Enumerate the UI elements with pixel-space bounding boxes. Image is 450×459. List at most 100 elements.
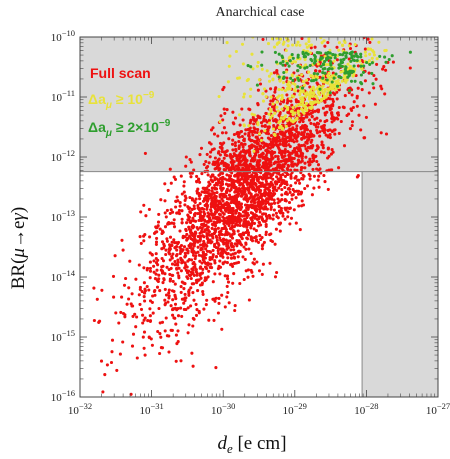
- data-point-full-scan: [256, 137, 260, 141]
- data-point-full-scan: [230, 183, 234, 187]
- data-point-full-scan: [168, 272, 172, 276]
- data-point-delta-a-1e-9: [301, 98, 305, 102]
- data-point-full-scan: [216, 203, 220, 207]
- data-point-full-scan: [99, 359, 104, 363]
- data-point-full-scan: [266, 168, 270, 172]
- data-point-full-scan: [113, 254, 117, 258]
- data-point-full-scan: [256, 224, 260, 228]
- data-point-delta-a-2e-9: [249, 65, 253, 69]
- data-point-delta-a-1e-9: [311, 85, 315, 89]
- data-point-full-scan: [231, 164, 235, 168]
- data-point-delta-a-1e-9: [240, 42, 245, 46]
- data-point-full-scan: [289, 99, 293, 103]
- data-point-delta-a-1e-9: [279, 124, 283, 128]
- data-point-full-scan: [254, 173, 258, 178]
- data-point-full-scan: [191, 291, 195, 295]
- data-point-full-scan: [225, 295, 229, 299]
- data-point-delta-a-1e-9: [300, 107, 304, 111]
- data-point-full-scan: [214, 296, 218, 300]
- data-point-full-scan: [246, 204, 250, 208]
- data-point-full-scan: [211, 248, 215, 252]
- data-point-full-scan: [264, 179, 268, 184]
- data-point-full-scan: [142, 266, 146, 270]
- data-point-full-scan: [169, 304, 173, 308]
- data-point-delta-a-2e-9: [324, 51, 328, 55]
- data-point-full-scan: [100, 288, 104, 292]
- data-point-full-scan: [249, 226, 253, 230]
- data-point-full-scan: [152, 289, 156, 294]
- data-point-full-scan: [285, 93, 289, 97]
- data-point-full-scan: [191, 324, 195, 328]
- data-point-full-scan: [289, 168, 293, 172]
- data-point-full-scan: [247, 134, 251, 138]
- data-point-full-scan: [224, 194, 228, 198]
- data-point-full-scan: [187, 225, 191, 229]
- data-point-full-scan: [280, 187, 284, 192]
- data-point-full-scan: [268, 159, 272, 163]
- data-point-full-scan: [319, 150, 323, 154]
- data-point-full-scan: [211, 253, 215, 257]
- data-point-full-scan: [225, 108, 229, 112]
- data-point-delta-a-2e-9: [312, 61, 317, 65]
- data-point-full-scan: [311, 167, 315, 171]
- data-point-full-scan: [218, 220, 222, 224]
- data-point-full-scan: [189, 220, 193, 225]
- data-point-full-scan: [240, 175, 244, 179]
- data-point-full-scan: [350, 123, 354, 128]
- data-point-full-scan: [168, 211, 172, 215]
- data-point-full-scan: [187, 291, 191, 295]
- data-point-delta-a-2e-9: [328, 51, 332, 55]
- data-point-full-scan: [222, 85, 226, 89]
- data-point-full-scan: [103, 373, 107, 377]
- data-point-full-scan: [168, 279, 172, 283]
- data-point-delta-a-1e-9: [340, 79, 344, 83]
- data-point-full-scan: [220, 181, 224, 185]
- data-point-full-scan: [248, 147, 252, 151]
- data-point-full-scan: [156, 224, 160, 228]
- data-point-delta-a-1e-9: [281, 42, 285, 46]
- data-point-full-scan: [221, 237, 226, 241]
- y-tick-label: 10−12: [51, 148, 75, 164]
- data-point-full-scan: [157, 212, 161, 216]
- data-point-full-scan: [209, 209, 213, 213]
- data-point-full-scan: [207, 269, 211, 273]
- data-point-full-scan: [225, 220, 229, 224]
- data-point-full-scan: [226, 251, 230, 256]
- x-tick-label: 10−27: [426, 401, 450, 417]
- data-point-full-scan: [284, 144, 288, 148]
- data-point-full-scan: [277, 209, 282, 213]
- data-point-full-scan: [210, 226, 214, 230]
- data-point-full-scan: [325, 110, 329, 114]
- data-point-full-scan: [239, 207, 243, 211]
- data-point-full-scan: [197, 206, 201, 210]
- data-point-full-scan: [190, 171, 194, 175]
- data-point-delta-a-1e-9: [308, 90, 312, 94]
- data-point-full-scan: [313, 45, 317, 49]
- data-point-full-scan: [347, 57, 351, 61]
- data-point-full-scan: [130, 292, 134, 296]
- data-point-full-scan: [208, 182, 212, 186]
- data-point-full-scan: [272, 198, 276, 202]
- data-point-full-scan: [287, 206, 292, 211]
- data-point-full-scan: [297, 204, 301, 208]
- data-point-delta-a-2e-9: [370, 71, 374, 75]
- data-point-delta-a-1e-9: [347, 44, 351, 48]
- data-point-full-scan: [202, 239, 206, 243]
- data-point-full-scan: [151, 294, 155, 298]
- data-point-delta-a-1e-9: [315, 96, 319, 100]
- data-point-full-scan: [287, 143, 291, 147]
- data-point-full-scan: [362, 104, 366, 108]
- data-point-delta-a-1e-9: [280, 93, 284, 97]
- x-tick-label: 10−32: [68, 401, 92, 417]
- data-point-delta-a-1e-9: [341, 43, 345, 48]
- data-point-full-scan: [302, 174, 306, 178]
- data-point-full-scan: [356, 174, 360, 178]
- data-point-full-scan: [320, 140, 324, 144]
- data-point-full-scan: [291, 127, 295, 131]
- data-point-full-scan: [234, 261, 239, 265]
- data-point-full-scan: [180, 314, 184, 318]
- data-point-delta-a-2e-9: [384, 60, 388, 64]
- data-point-delta-a-1e-9: [269, 72, 273, 76]
- data-point-full-scan: [172, 221, 176, 226]
- data-point-full-scan: [182, 180, 186, 184]
